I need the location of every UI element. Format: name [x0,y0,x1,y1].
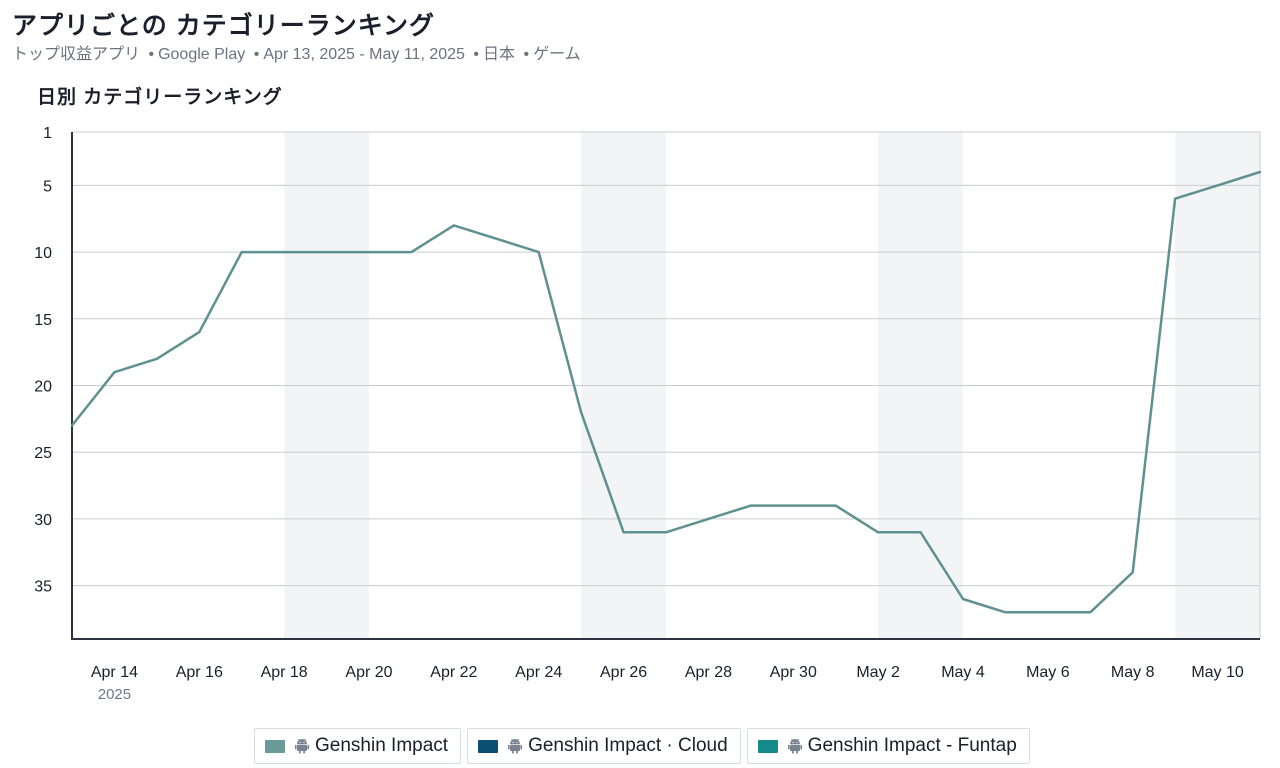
legend-label: Genshin Impact - Funtap [807,735,1017,756]
legend-item-genshin-impact-cloud[interactable]: Genshin Impact · Cloud [467,728,741,764]
x-tick-label: May 6 [1026,664,1070,681]
x-tick-label: Apr 28 [685,664,732,681]
subtitle-separator: • [148,46,155,63]
y-tick-label: 10 [34,245,52,262]
subtitle-date-range[interactable]: Apr 13, 2025 - May 11, 2025 [263,46,465,63]
subtitle-separator: • [473,46,479,63]
legend-label: Genshin Impact [315,735,449,756]
y-tick-label: 5 [43,178,52,195]
legend-swatch [757,739,778,753]
subtitle-store[interactable]: Google Play [158,46,246,63]
y-tick-label: 15 [34,312,52,329]
y-tick-label: 30 [34,512,52,529]
chart-legend: Genshin Impact Genshin Impact · Cloud Ge… [254,728,1030,764]
subtitle-ranking-type[interactable]: トップ収益アプリ [12,46,141,63]
subtitle-separator: • [253,46,260,63]
subtitle-country[interactable]: 日本 [482,46,515,63]
x-tick-label: Apr 18 [261,664,308,681]
legend-swatch [478,739,499,753]
chart-title: 日別 カテゴリーランキング [37,87,283,108]
legend-label: Genshin Impact · Cloud [528,735,728,756]
x-tick-label: Apr 30 [770,664,817,681]
x-tick-year-label: 2025 [98,686,131,703]
legend-swatch [265,739,285,753]
x-tick-label: Apr 22 [430,664,477,681]
series-line-genshin-impact[interactable] [70,170,1262,614]
y-tick-label: 35 [34,579,52,596]
legend-item-genshin-impact-funtap[interactable]: Genshin Impact - Funtap [746,728,1030,764]
legend-item-genshin-impact[interactable]: Genshin Impact [254,728,462,764]
android-icon [508,738,523,754]
android-icon [295,738,309,754]
x-tick-label: May 2 [856,664,900,681]
x-tick-label: Apr 14 [91,664,138,681]
x-tick-label: May 10 [1191,664,1244,681]
x-tick-label: Apr 26 [600,664,647,681]
android-icon [787,738,802,754]
x-tick-label: May 8 [1111,664,1155,681]
y-tick-label: 1 [43,125,52,142]
y-tick-label: 25 [34,445,52,462]
subtitle-category[interactable]: ゲーム [533,46,581,63]
x-tick-label: Apr 20 [345,664,392,681]
page-subtitle: トップ収益アプリ • Google Play • Apr 13, 2025 - Ma… [12,40,581,64]
x-tick-label: Apr 16 [176,664,223,681]
x-tick-label: May 4 [941,664,985,681]
y-tick-label: 20 [34,379,52,396]
x-tick-label: Apr 24 [515,664,562,681]
page-title: アプリごとの カテゴリーランキング [12,12,435,40]
subtitle-separator: • [523,46,530,63]
